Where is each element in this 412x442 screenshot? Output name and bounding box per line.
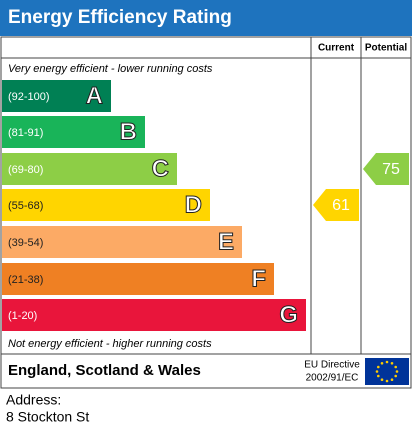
eu-flag bbox=[365, 358, 409, 385]
band-range: (55-68) bbox=[8, 200, 43, 212]
band-letter: D bbox=[185, 191, 202, 218]
band bbox=[2, 80, 111, 112]
current-arrow bbox=[313, 189, 359, 221]
band bbox=[2, 263, 274, 295]
region: England, Scotland & Wales bbox=[8, 362, 201, 379]
band-range: (92-100) bbox=[8, 91, 50, 103]
title-bar bbox=[0, 0, 412, 36]
band-range: (1-20) bbox=[8, 310, 37, 322]
top-note: Very energy efficient - lower running co… bbox=[8, 63, 213, 75]
potential-value: 75 bbox=[382, 161, 400, 178]
directive: 2002/91/EC bbox=[306, 373, 359, 384]
band bbox=[2, 116, 145, 148]
current-value: 61 bbox=[332, 197, 350, 214]
band-range: (81-91) bbox=[8, 127, 43, 139]
band-letter: C bbox=[152, 155, 169, 182]
column-header: Potential bbox=[365, 43, 407, 54]
column-header: Current bbox=[318, 43, 355, 54]
frame bbox=[0, 36, 412, 389]
band-letter: G bbox=[279, 301, 298, 328]
band-letter: E bbox=[218, 228, 234, 255]
band-letter: A bbox=[86, 82, 103, 109]
address-line: 8 Stockton St bbox=[6, 409, 89, 425]
band bbox=[2, 299, 306, 331]
band bbox=[2, 226, 242, 258]
address-label: Address: bbox=[6, 392, 61, 408]
band-range: (39-54) bbox=[8, 237, 43, 249]
potential-arrow bbox=[363, 153, 409, 185]
band-range: (69-80) bbox=[8, 164, 43, 176]
band bbox=[2, 153, 177, 185]
directive: EU Directive bbox=[304, 360, 360, 371]
band-letter: B bbox=[120, 118, 137, 145]
bottom-note: Not energy efficient - higher running co… bbox=[8, 338, 212, 350]
title: Energy Efficiency Rating bbox=[8, 7, 232, 28]
band-range: (21-38) bbox=[8, 274, 43, 286]
band bbox=[2, 189, 210, 221]
band-letter: F bbox=[251, 265, 266, 292]
